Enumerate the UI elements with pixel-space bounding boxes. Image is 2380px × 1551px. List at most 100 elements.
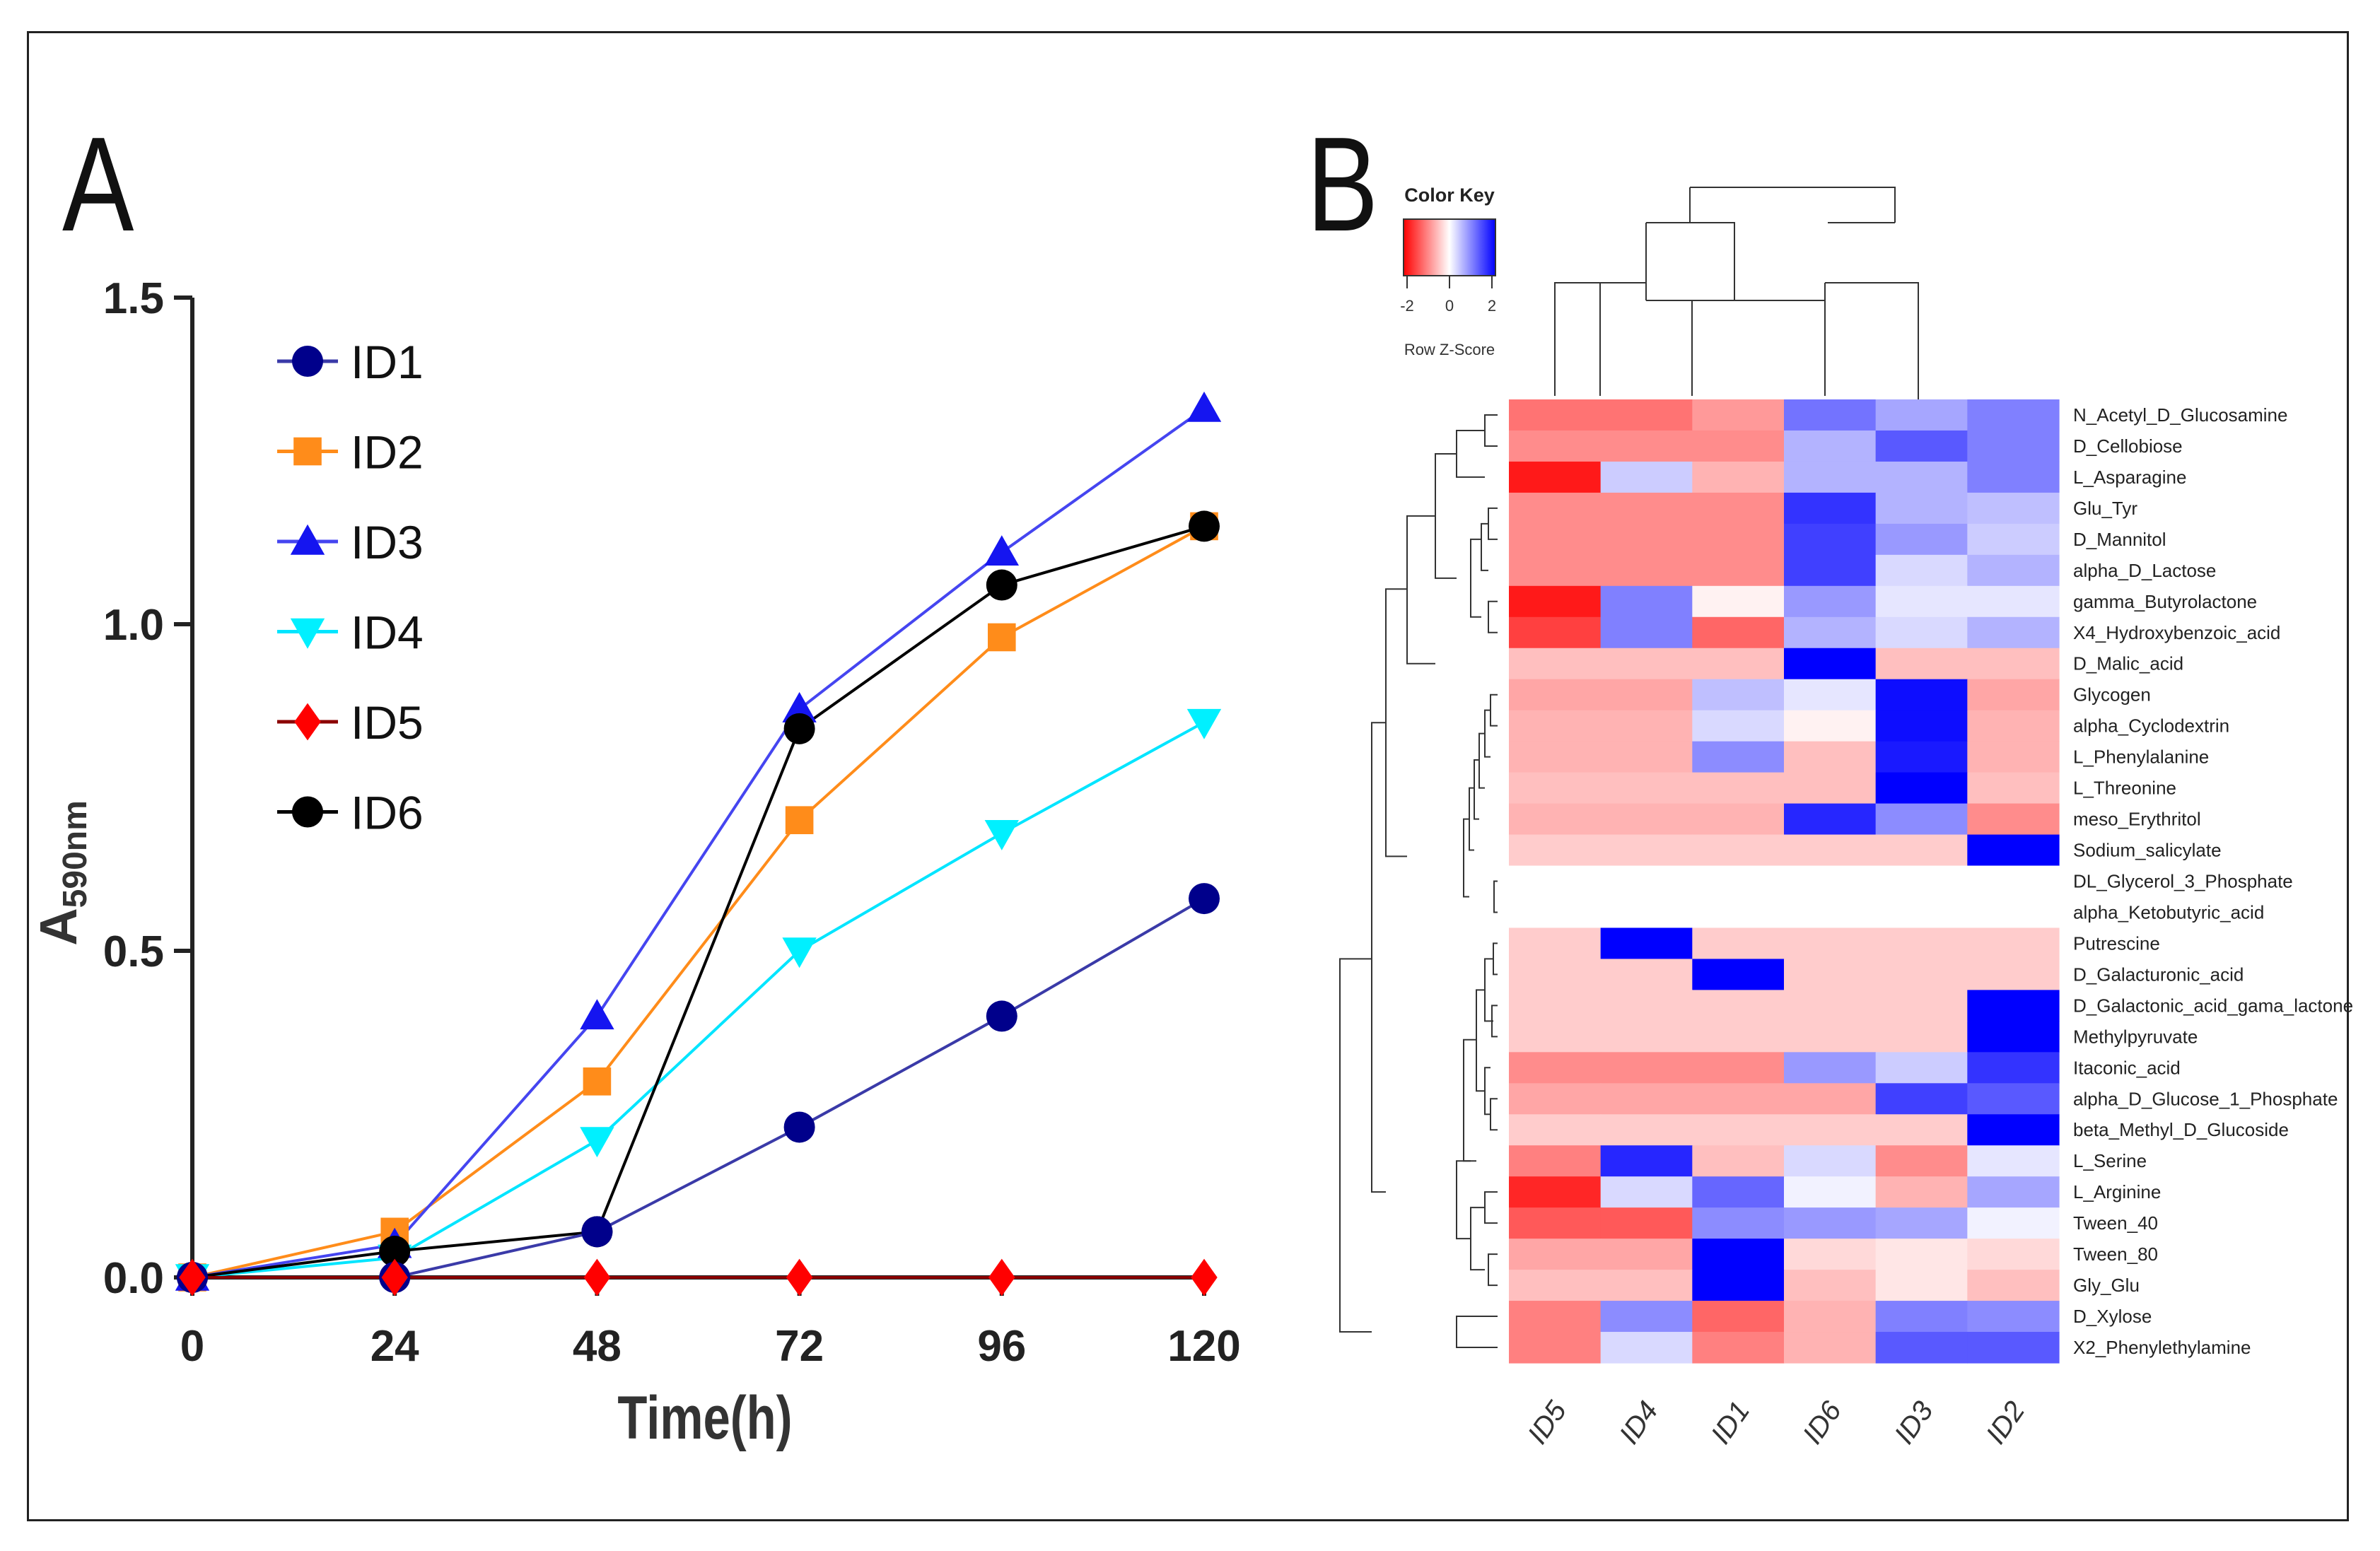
data-point-id4: [984, 819, 1019, 850]
heatmap-cell: [1967, 648, 2060, 680]
heatmap-cell: [1967, 1021, 2060, 1053]
heatmap-cell: [1509, 710, 1602, 742]
x-tick-label: 72: [775, 1322, 824, 1371]
row-label: alpha_D_Lactose: [2073, 560, 2216, 581]
heatmap-cell: [1692, 803, 1785, 836]
y-tick-label: 1.0: [103, 601, 164, 650]
heatmap-cell: [1692, 492, 1785, 525]
data-point-id6: [379, 1236, 411, 1268]
heatmap-cell: [1967, 959, 2060, 990]
y-axis-title: A590nm: [29, 800, 94, 946]
row-dendrogram-branch: [1484, 1067, 1491, 1116]
heatmap-cell: [1600, 1270, 1693, 1301]
data-point-id6: [1189, 510, 1220, 542]
heatmap-cell: [1692, 1083, 1785, 1115]
row-label: alpha_Ketobutyric_acid: [2073, 901, 2264, 923]
heatmap-cell: [1784, 896, 1877, 929]
heatmap-cell: [1692, 616, 1785, 649]
heatmap-cell: [1692, 834, 1785, 867]
heatmap-cell: [1875, 1176, 1968, 1208]
heatmap-cell: [1784, 803, 1877, 836]
heatmap-cell: [1600, 648, 1693, 680]
heatmap-cell: [1784, 990, 1877, 1022]
x-tick-label: 96: [977, 1322, 1026, 1371]
legend-label-id5: ID5: [351, 696, 424, 749]
row-label: Glycogen: [2073, 684, 2151, 706]
row-dendrogram-branch: [1385, 588, 1407, 858]
row-label: N_Acetyl_D_Glucosamine: [2073, 404, 2287, 426]
row-label: D_Malic_acid: [2073, 653, 2183, 674]
row-dendrogram-branch: [1484, 414, 1498, 447]
line-chart-series-lines: [192, 407, 1206, 1279]
panel-label-a: A: [62, 110, 134, 259]
heatmap-cell: [1600, 1145, 1693, 1177]
x-tick-label: 120: [1167, 1322, 1240, 1371]
legend-marker-id1: [292, 346, 323, 377]
heatmap-cell: [1967, 1083, 2060, 1115]
series-line-id2: [192, 525, 1205, 1279]
heatmap-cell: [1967, 990, 2060, 1022]
row-dendrogram-branch: [1488, 1253, 1498, 1287]
heatmap-cell: [1875, 523, 1968, 556]
heatmap-cell: [1600, 990, 1693, 1022]
heatmap-cell: [1600, 1207, 1693, 1239]
heatmap-cell: [1784, 1332, 1877, 1364]
heatmap-cell: [1600, 523, 1693, 556]
heatmap-cell: [1875, 1301, 1968, 1333]
heatmap-cell: [1692, 648, 1785, 680]
heatmap-cell: [1784, 1114, 1877, 1146]
heatmap-cell: [1600, 896, 1693, 929]
data-point-id4: [782, 937, 817, 968]
line-chart-markers: [175, 391, 1222, 1297]
heatmap-cell: [1600, 772, 1693, 804]
heatmap-cell: [1967, 865, 2060, 898]
data-point-id5: [786, 1258, 813, 1297]
heatmap-cell: [1692, 959, 1785, 990]
row-label: L_Arginine: [2073, 1181, 2161, 1202]
legend-label-id1: ID1: [351, 336, 424, 388]
color-key-label: Row Z-Score: [1404, 341, 1495, 358]
heatmap-cell: [1784, 1207, 1877, 1239]
row-dendrogram-branch: [1490, 693, 1498, 727]
heatmap-cell: [1967, 554, 2060, 587]
heatmap-cell: [1509, 648, 1602, 680]
heatmap-cell: [1784, 461, 1877, 493]
heatmap-cell: [1967, 1207, 2060, 1239]
heatmap-cell: [1509, 616, 1602, 649]
data-point-id2: [583, 1067, 612, 1096]
color-key-tick-label: 2: [1488, 297, 1496, 315]
row-label: D_Mannitol: [2073, 529, 2166, 550]
legend-marker-id4: [290, 618, 325, 649]
column-label: ID2: [1981, 1395, 2031, 1449]
x-tick-label: 0: [180, 1322, 204, 1371]
heatmap-cell: [1875, 959, 1968, 990]
row-label: X2_Phenylethylamine: [2073, 1337, 2251, 1358]
legend-label-id2: ID2: [351, 426, 424, 479]
heatmap-cell: [1600, 1176, 1693, 1208]
heatmap-cell: [1784, 1052, 1877, 1084]
data-point-id4: [580, 1127, 614, 1158]
row-label: DL_Glycerol_3_Phosphate: [2073, 871, 2293, 892]
heatmap-cell: [1600, 399, 1693, 431]
heatmap-cell: [1967, 1270, 2060, 1301]
heatmap-cell: [1784, 865, 1877, 898]
data-point-id1: [986, 1000, 1017, 1032]
heatmap-cell: [1600, 1052, 1693, 1084]
row-dendrogram-branch: [1469, 787, 1474, 851]
heatmap-cell: [1600, 741, 1693, 773]
heatmap-cell: [1509, 430, 1602, 462]
series-line-id4: [192, 720, 1205, 1279]
heatmap-cell: [1692, 523, 1785, 556]
heatmap-cell: [1875, 990, 1968, 1022]
heatmap-cell: [1692, 1176, 1785, 1208]
row-label: alpha_Cyclodextrin: [2073, 715, 2229, 737]
row-dendrogram-branch: [1490, 1098, 1498, 1131]
x-tick-label: 48: [573, 1322, 622, 1371]
heatmap-cell: [1600, 1301, 1693, 1333]
heatmap-cell: [1692, 710, 1785, 742]
row-dendrogram-branch: [1484, 1191, 1498, 1224]
heatmap-cell: [1875, 1270, 1968, 1301]
heatmap-row-labels: N_Acetyl_D_Glucosamine D_Cellobiose L_Aspa…: [2073, 404, 2353, 1358]
color-key-gradient: [1403, 218, 1496, 276]
